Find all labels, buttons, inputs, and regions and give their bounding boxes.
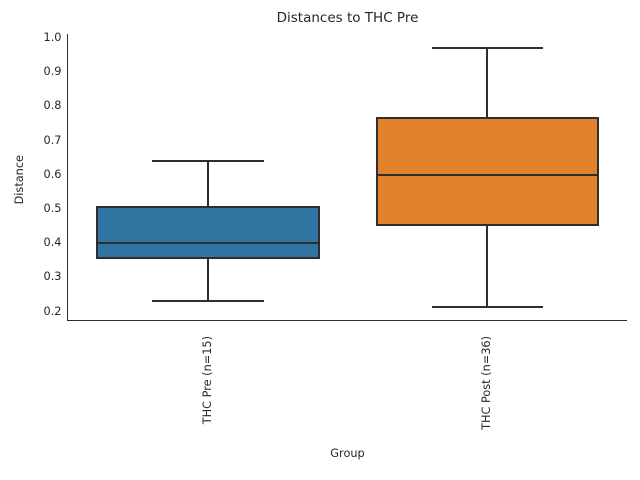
y-axis-spine [67, 33, 69, 321]
median-line [96, 242, 320, 245]
whisker-cap-upper [431, 47, 544, 50]
y-tick-label: 0.9 [43, 65, 62, 79]
y-tick-label: 0.4 [43, 236, 62, 250]
whisker-cap-lower [152, 300, 264, 303]
x-axis-label: Group [330, 447, 365, 460]
x-tick-label-text: THC Pre (n=15) [201, 335, 215, 424]
whisker-cap-upper [152, 160, 264, 163]
whisker-stem-upper [207, 161, 210, 206]
x-axis-spine [67, 319, 627, 321]
y-tick-label: 1.0 [43, 30, 62, 44]
whisker-stem-lower [207, 258, 210, 302]
x-tick-label-text: THC Post (n=36) [480, 335, 494, 430]
median-line [375, 173, 600, 176]
whisker-cap-lower [431, 305, 544, 308]
chart-title: Distances to THC Pre [276, 10, 419, 26]
y-tick-label: 0.8 [43, 99, 62, 113]
whisker-stem-upper [486, 48, 489, 117]
y-tick-label: 0.6 [43, 167, 62, 181]
box-iqr [375, 116, 600, 227]
whisker-stem-lower [486, 226, 489, 307]
box-iqr [96, 205, 320, 259]
y-tick-label: 0.7 [43, 133, 62, 147]
y-tick-label: 0.2 [43, 304, 62, 318]
y-tick-label: 0.5 [43, 202, 62, 215]
y-tick-label: 0.3 [43, 270, 62, 284]
